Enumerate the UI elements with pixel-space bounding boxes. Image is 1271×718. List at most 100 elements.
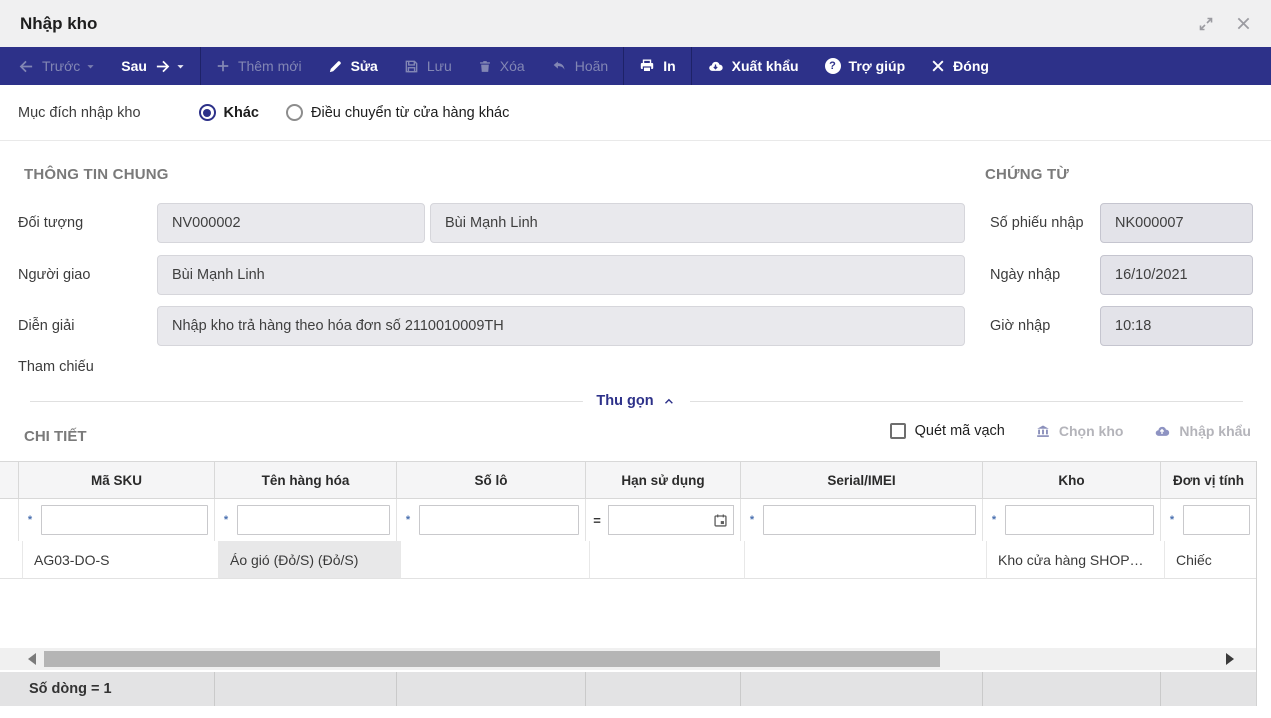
maximize-icon[interactable] (1198, 16, 1214, 32)
export-button[interactable]: Xuất khẩu (694, 47, 812, 85)
footer-cell (586, 672, 741, 706)
scan-barcode-checkbox[interactable]: Quét mã vạch (889, 423, 1005, 439)
radio-purpose-transfer[interactable]: Điều chuyển từ cửa hàng khác (286, 104, 509, 121)
filter-operator-icon[interactable]: = (593, 512, 601, 528)
column-header-sku[interactable]: Mã SKU (19, 462, 215, 499)
radio-selected-icon (198, 104, 216, 121)
prev-label: Trước (42, 58, 81, 74)
print-button[interactable]: In (626, 47, 688, 85)
edit-label: Sửa (350, 58, 378, 74)
filter-operator-icon[interactable]: * (27, 514, 33, 526)
table-row[interactable]: AG03-DO-S Áo gió (Đỏ/S) (Đỏ/S) Kho cửa h… (0, 541, 1260, 579)
filter-operator-icon[interactable]: * (1169, 514, 1175, 526)
filter-gutter-cell (0, 499, 19, 541)
column-header-expiry[interactable]: Hạn sử dụng (586, 462, 741, 499)
toolbar-separator (623, 47, 625, 85)
collapse-button[interactable]: Thu gọn (582, 390, 689, 412)
column-header-product-name[interactable]: Tên hàng hóa (215, 462, 397, 499)
row-count-label: Số dòng = 1 (0, 672, 215, 706)
cell-lot[interactable] (401, 541, 590, 579)
partner-code-field[interactable]: NV000002 (157, 203, 425, 243)
scroll-right-arrow-icon[interactable] (1226, 653, 1234, 665)
question-circle-icon: ? (824, 58, 841, 74)
chevron-up-icon (664, 398, 673, 404)
undo-button[interactable]: Hoãn (538, 47, 621, 85)
detail-heading: CHI TIẾT (24, 428, 87, 445)
purpose-row: Mục đích nhập kho Khác Điều chuyển từ cử… (0, 85, 1271, 141)
receipt-no-field[interactable]: NK000007 (1100, 203, 1253, 243)
help-button[interactable]: ? Trợ giúp (812, 47, 919, 85)
footer-cell (1161, 672, 1256, 706)
filter-cell-unit: * (1161, 499, 1256, 541)
x-icon (932, 60, 944, 72)
filter-input-warehouse[interactable] (1005, 505, 1154, 535)
import-excel-button[interactable]: Nhập khẩu (1153, 423, 1251, 439)
filter-input-unit[interactable] (1183, 505, 1250, 535)
column-header-serial[interactable]: Serial/IMEI (741, 462, 983, 499)
arrow-left-icon (19, 60, 33, 72)
next-button[interactable]: Sau (108, 47, 198, 85)
import-date-field[interactable]: 16/10/2021 (1100, 255, 1253, 295)
row-indicator-header (0, 462, 19, 499)
footer-cell (983, 672, 1161, 706)
titlebar: Nhập kho (0, 0, 1271, 47)
filter-input-lot[interactable] (419, 505, 579, 535)
description-field[interactable]: Nhập kho trả hàng theo hóa đơn số 211001… (157, 306, 965, 346)
prev-button[interactable]: Trước (6, 47, 108, 85)
cell-serial[interactable] (745, 541, 987, 579)
cell-sku[interactable]: AG03-DO-S (23, 541, 219, 579)
add-new-button[interactable]: Thêm mới (203, 47, 315, 85)
column-header-unit[interactable]: Đơn vị tính (1161, 462, 1256, 499)
scrollbar-thumb[interactable] (44, 651, 940, 667)
filter-cell-serial: * (741, 499, 983, 541)
page-title: Nhập kho (20, 13, 98, 33)
vertical-scrollbar[interactable] (1256, 461, 1267, 706)
footer-cell (741, 672, 983, 706)
filter-operator-icon[interactable]: * (223, 514, 229, 526)
choose-warehouse-button[interactable]: Chọn kho (1035, 423, 1123, 439)
save-button[interactable]: Lưu (391, 47, 465, 85)
partner-label: Đối tượng (18, 215, 84, 231)
filter-operator-icon[interactable]: * (749, 514, 755, 526)
detail-grid: Mã SKU Tên hàng hóa Số lô Hạn sử dụng Se… (0, 461, 1260, 579)
help-label: Trợ giúp (848, 58, 906, 74)
calendar-icon[interactable] (713, 513, 728, 528)
horizontal-scrollbar[interactable] (0, 648, 1256, 670)
radio-transfer-label: Điều chuyển từ cửa hàng khác (311, 104, 510, 121)
filter-date-input[interactable] (608, 505, 734, 535)
scroll-left-arrow-icon[interactable] (28, 653, 36, 665)
radio-purpose-other[interactable]: Khác (198, 104, 259, 121)
filter-operator-icon[interactable]: * (405, 514, 411, 526)
column-header-lot[interactable]: Số lô (397, 462, 586, 499)
edit-button[interactable]: Sửa (315, 47, 391, 85)
trash-icon (479, 60, 490, 72)
cell-warehouse[interactable]: Kho cửa hàng SHOP… (987, 541, 1165, 579)
close-icon[interactable] (1236, 16, 1251, 31)
filter-cell-warehouse: * (983, 499, 1161, 541)
filter-input-sku[interactable] (41, 505, 208, 535)
close-form-button[interactable]: Đóng (918, 47, 1002, 85)
filter-operator-icon[interactable]: * (991, 514, 997, 526)
cell-expiry[interactable] (590, 541, 745, 579)
add-new-label: Thêm mới (237, 58, 302, 74)
cell-product-name[interactable]: Áo gió (Đỏ/S) (Đỏ/S) (219, 541, 401, 579)
cloud-download-icon (708, 61, 723, 71)
delete-button[interactable]: Xóa (465, 47, 538, 85)
divider-line (30, 401, 584, 402)
column-header-warehouse[interactable]: Kho (983, 462, 1161, 499)
row-indicator-cell (0, 541, 23, 579)
radio-unselected-icon (286, 104, 303, 121)
save-label: Lưu (426, 58, 452, 74)
toolbar: Trước Sau Thêm mới Sửa Lưu Xóa Hoãn (0, 47, 1271, 85)
collapse-bar: Thu gọn (0, 390, 1271, 414)
filter-input-serial[interactable] (763, 505, 976, 535)
cell-unit[interactable]: Chiếc (1165, 541, 1260, 579)
partner-name-field[interactable]: Bùi Mạnh Linh (430, 203, 965, 243)
filter-input-product-name[interactable] (237, 505, 390, 535)
receipt-no-label: Số phiếu nhập (990, 215, 1084, 231)
import-time-field[interactable]: 10:18 (1100, 306, 1253, 346)
general-info-heading: THÔNG TIN CHUNG (24, 166, 169, 183)
chevron-down-icon[interactable] (176, 62, 185, 71)
deliverer-field[interactable]: Bùi Mạnh Linh (157, 255, 965, 295)
chevron-down-icon[interactable] (86, 62, 95, 71)
